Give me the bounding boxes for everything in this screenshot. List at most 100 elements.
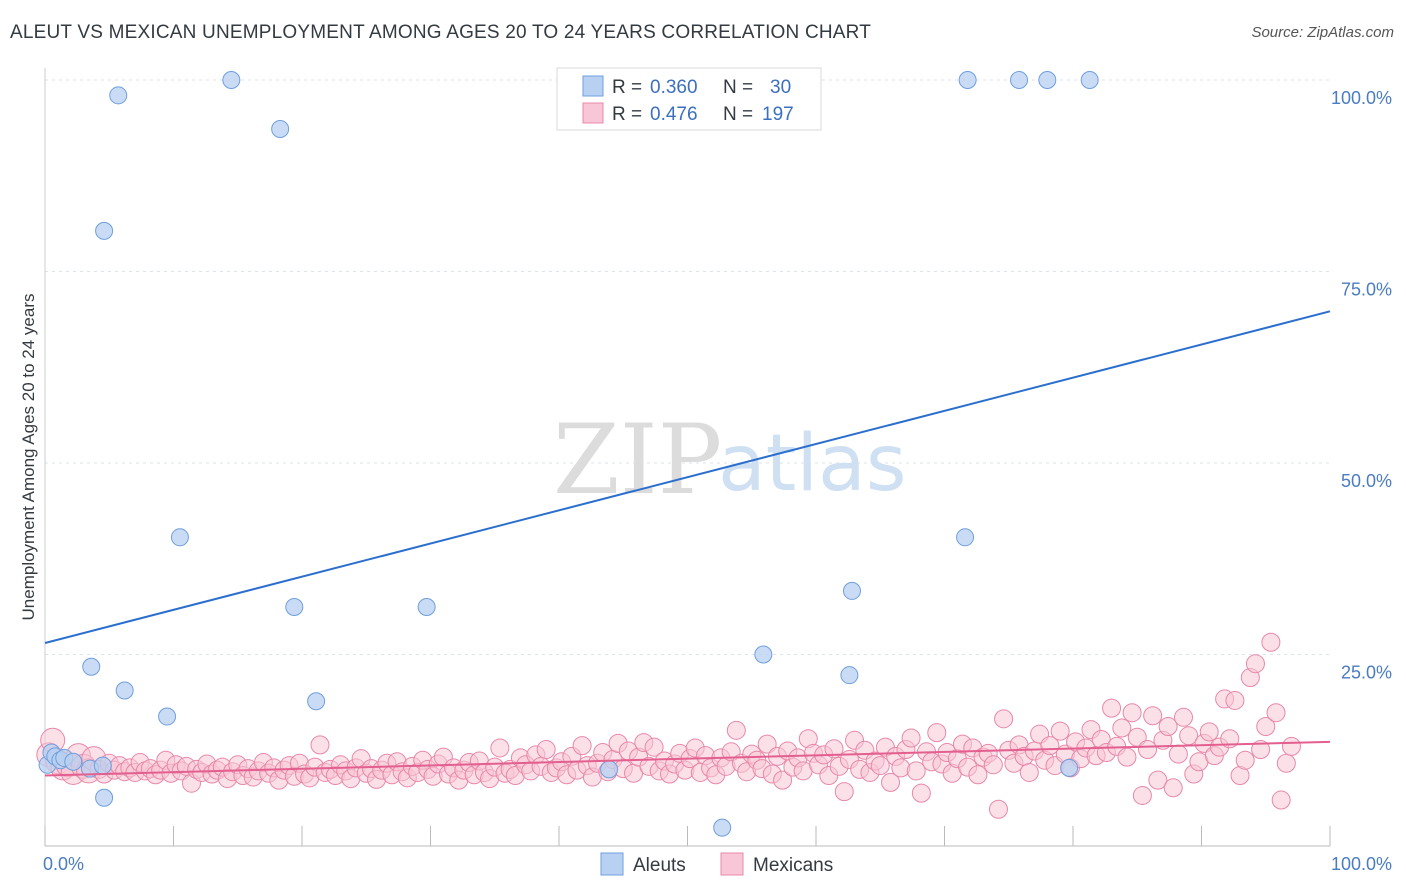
mexican-point-164 bbox=[881, 772, 901, 792]
grid-layer bbox=[45, 79, 1330, 655]
aleut-point-13 bbox=[158, 707, 177, 726]
y-tick-label-1: 75.0% bbox=[1341, 280, 1392, 300]
ticks-layer: 100.0% 75.0% 50.0% 25.0% 0.0% 100.0% bbox=[43, 88, 1392, 874]
legend-mexican-swatch bbox=[582, 102, 604, 124]
chart-source: Source: ZipAtlas.com bbox=[1251, 24, 1394, 41]
mexican-point-162 bbox=[870, 756, 890, 776]
aleut-point-18 bbox=[307, 692, 326, 711]
watermark-zip: ZIP bbox=[553, 404, 722, 516]
aleut-point-12 bbox=[115, 681, 134, 700]
legend-aleut-r-label: R = bbox=[612, 77, 642, 98]
mexican-point-118 bbox=[644, 737, 664, 757]
y-tick-label-0: 100.0% bbox=[1331, 88, 1392, 108]
mexican-point-236 bbox=[1251, 739, 1271, 759]
legend-mexican-n-label: N = bbox=[723, 104, 753, 125]
mexican-point-169 bbox=[906, 761, 926, 781]
mexican-point-173 bbox=[927, 723, 947, 743]
aleut-points bbox=[38, 71, 1099, 837]
mexican-point-191 bbox=[1019, 762, 1039, 782]
mexican-point-155 bbox=[834, 782, 854, 802]
legend-aleut-n-value: 30 bbox=[770, 77, 791, 98]
mexican-point-239 bbox=[1266, 703, 1286, 723]
mexican-point-143 bbox=[773, 770, 793, 790]
mexican-point-97 bbox=[536, 739, 556, 759]
mexican-point-218 bbox=[1158, 717, 1178, 737]
aleut-point-9 bbox=[95, 221, 114, 240]
aleut-point-22 bbox=[754, 645, 773, 664]
bottom-legend: Aleuts Mexicans bbox=[600, 852, 833, 876]
mexican-point-153 bbox=[824, 739, 844, 759]
mexican-point-214 bbox=[1138, 739, 1158, 759]
aleut-point-15 bbox=[222, 71, 241, 89]
aleut-point-11 bbox=[109, 86, 128, 105]
mexican-point-216 bbox=[1148, 770, 1168, 790]
legend-mexican-n-value: 197 bbox=[762, 104, 794, 125]
mexican-point-184 bbox=[983, 755, 1003, 775]
legend-aleut-r-value: 0.360 bbox=[650, 77, 698, 98]
mexican-point-185 bbox=[988, 799, 1008, 819]
mexican-point-230 bbox=[1220, 729, 1240, 749]
aleut-point-14 bbox=[170, 528, 189, 547]
aleut-trend-line bbox=[44, 310, 1331, 644]
mexican-point-168 bbox=[901, 728, 921, 748]
y-tick-label-2: 50.0% bbox=[1341, 471, 1392, 491]
trend-layer bbox=[44, 310, 1331, 777]
mexican-point-213 bbox=[1132, 785, 1152, 805]
mexican-point-231 bbox=[1225, 690, 1245, 710]
mexican-point-210 bbox=[1117, 747, 1137, 767]
axes-layer bbox=[44, 68, 1331, 847]
mexican-point-197 bbox=[1050, 721, 1070, 741]
watermark: ZIP atlas bbox=[553, 404, 907, 516]
legend-mexican-r-value: 0.476 bbox=[650, 104, 698, 125]
y-axis-label: Unemployment Among Ages 20 to 24 years bbox=[19, 294, 38, 621]
aleut-point-23 bbox=[842, 581, 861, 600]
aleut-point-19 bbox=[417, 598, 436, 617]
mexican-point-134 bbox=[726, 720, 746, 740]
mexican-points bbox=[36, 632, 1301, 819]
chart-title: ALEUT VS MEXICAN UNEMPLOYMENT AMONG AGES… bbox=[10, 22, 872, 43]
mexican-point-237 bbox=[1256, 717, 1276, 737]
aleut-point-29 bbox=[1060, 758, 1079, 777]
legend-aleut-n-label: N = bbox=[723, 77, 753, 98]
aleut-point-27 bbox=[1010, 71, 1029, 89]
legend-box: R = 0.360 N = 30 R = 0.476 N = 197 bbox=[556, 67, 822, 131]
aleut-point-25 bbox=[956, 528, 975, 547]
mexican-point-215 bbox=[1143, 706, 1163, 726]
mexican-point-211 bbox=[1122, 703, 1142, 723]
bottom-legend-mexican-swatch bbox=[720, 852, 744, 876]
mexican-point-186 bbox=[994, 709, 1014, 729]
bottom-legend-aleut-label: Aleuts bbox=[633, 855, 686, 876]
aleut-point-20 bbox=[600, 760, 619, 779]
aleut-point-21 bbox=[713, 818, 732, 837]
mexican-point-181 bbox=[968, 765, 988, 785]
aleut-point-17 bbox=[285, 598, 304, 617]
mexican-point-53 bbox=[310, 735, 330, 755]
mexican-point-241 bbox=[1276, 753, 1296, 773]
aleut-point-8 bbox=[93, 756, 112, 775]
mexican-point-240 bbox=[1271, 790, 1291, 810]
mexican-point-220 bbox=[1168, 744, 1188, 764]
aleut-point-7 bbox=[82, 657, 101, 676]
mexican-point-140 bbox=[757, 734, 777, 754]
mexican-point-242 bbox=[1281, 736, 1301, 756]
aleut-point-28 bbox=[1038, 71, 1057, 89]
aleut-point-10 bbox=[95, 788, 114, 807]
aleut-point-24 bbox=[840, 666, 859, 685]
aleut-point-5 bbox=[64, 752, 83, 771]
mexican-point-226 bbox=[1199, 722, 1219, 742]
legend-mexican-r-label: R = bbox=[612, 104, 642, 125]
bottom-legend-aleut-swatch bbox=[600, 852, 624, 876]
mexican-point-238 bbox=[1261, 632, 1281, 652]
bottom-legend-mexican-label: Mexicans bbox=[753, 855, 833, 876]
aleut-point-26 bbox=[958, 71, 977, 89]
mexican-point-166 bbox=[891, 758, 911, 778]
mexican-point-235 bbox=[1245, 654, 1265, 674]
mexican-point-209 bbox=[1112, 718, 1132, 738]
mexican-point-207 bbox=[1102, 698, 1122, 718]
aleut-point-30 bbox=[1080, 71, 1099, 89]
mexican-trend-line bbox=[44, 740, 1331, 777]
watermark-atlas: atlas bbox=[718, 419, 907, 509]
mexican-point-88 bbox=[490, 738, 510, 758]
x-tick-label-1: 100.0% bbox=[1331, 854, 1392, 874]
